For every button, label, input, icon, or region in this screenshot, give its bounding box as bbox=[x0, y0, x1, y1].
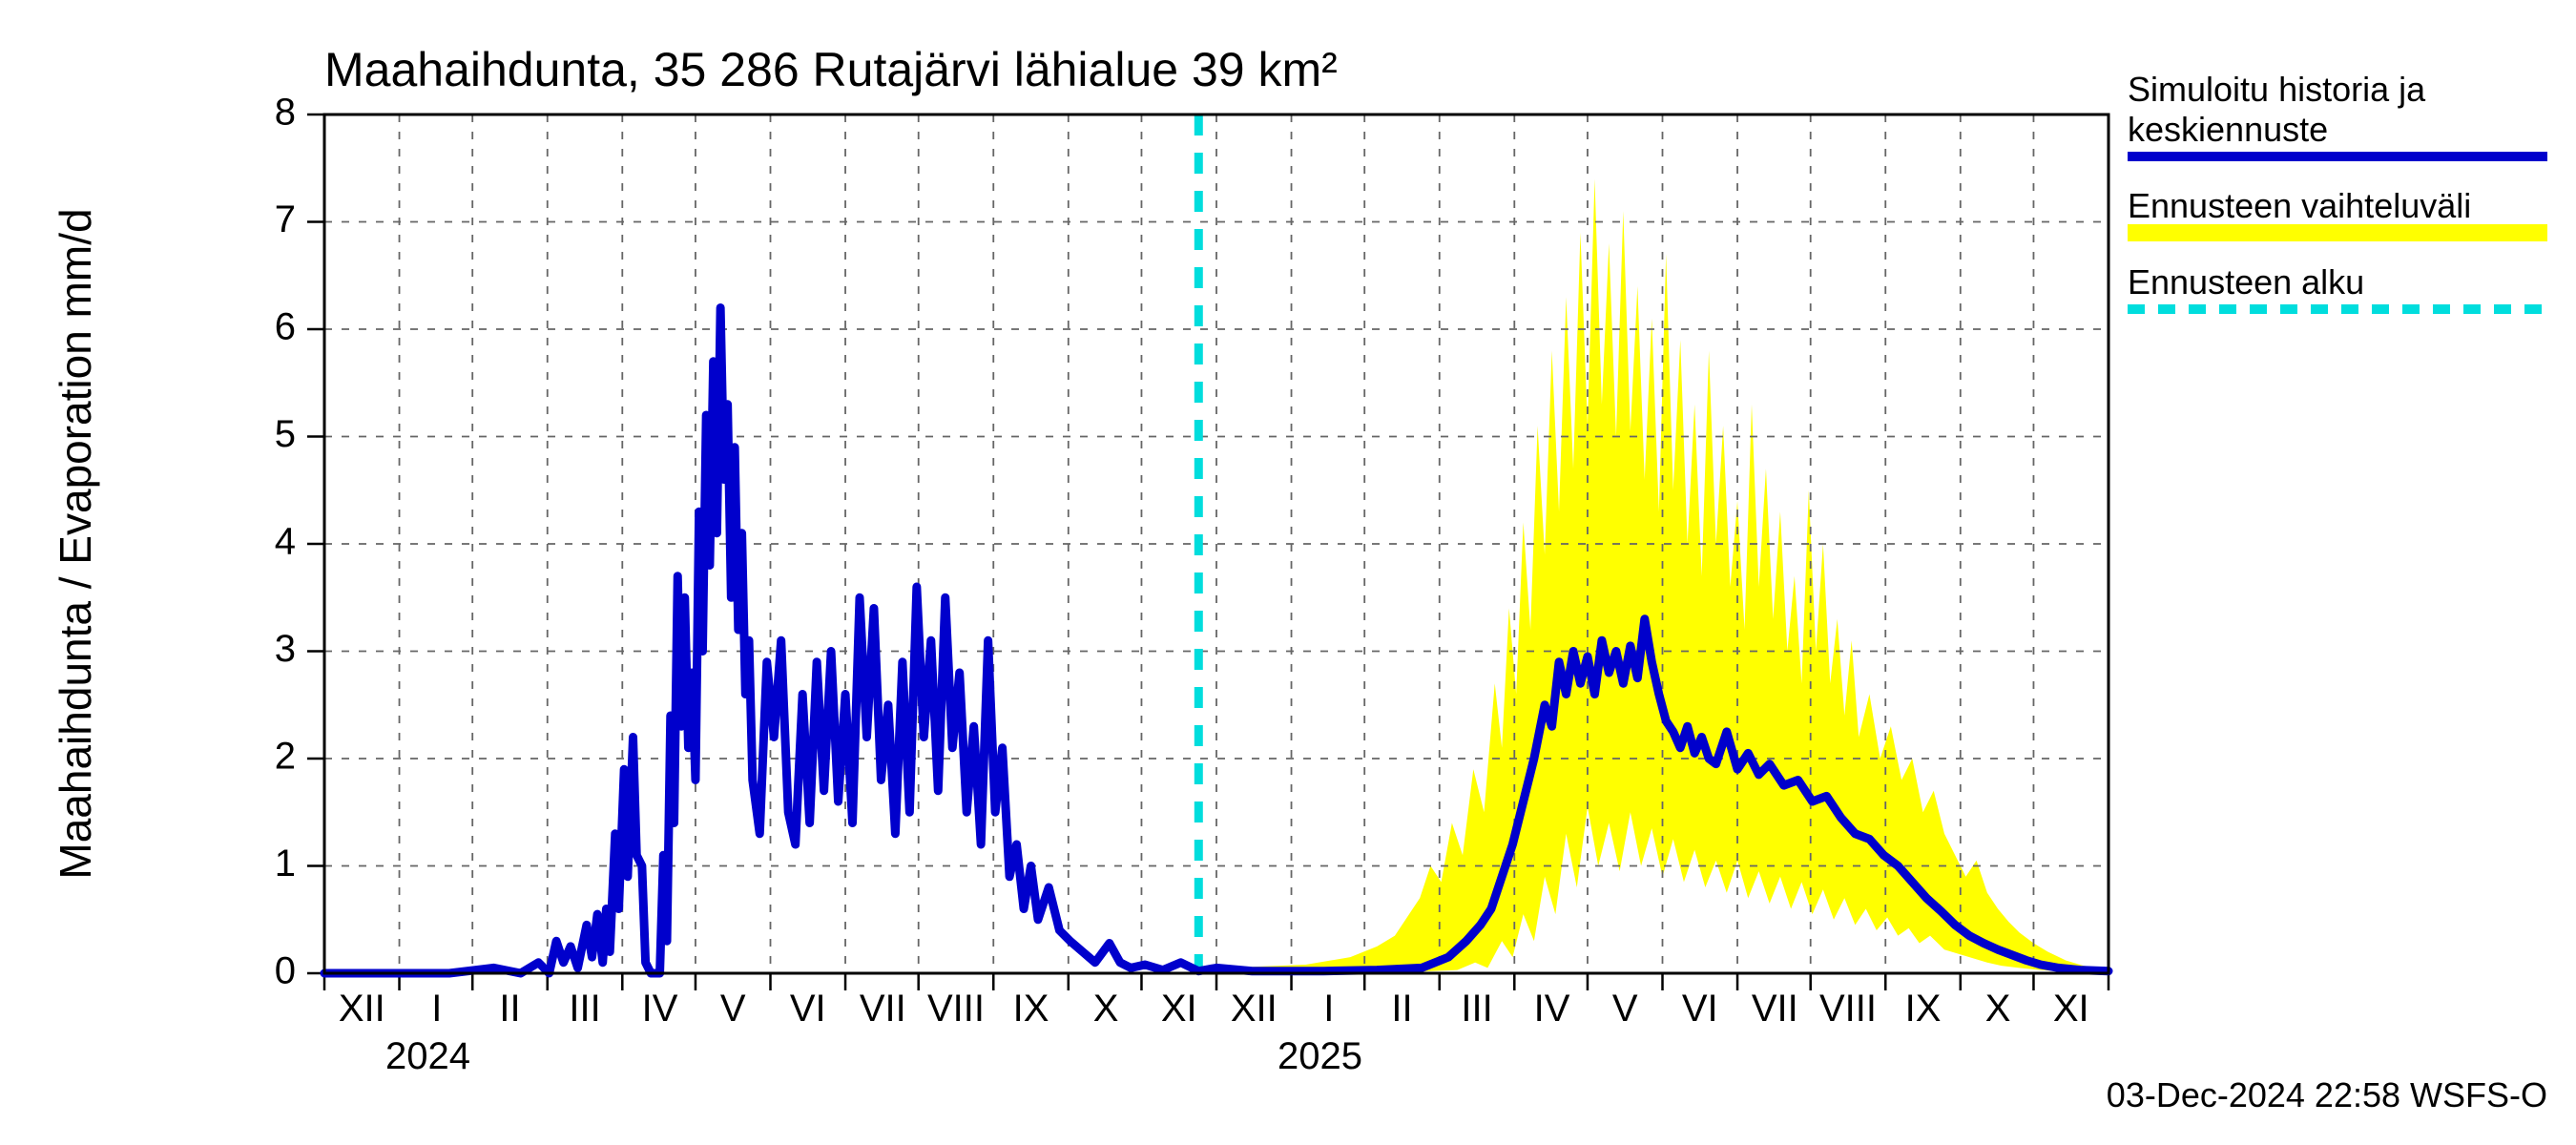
month-label: V bbox=[1612, 988, 1638, 1030]
month-label: I bbox=[1323, 988, 1334, 1030]
month-label: VI bbox=[1682, 988, 1718, 1030]
month-label: VIII bbox=[927, 988, 985, 1030]
legend-label: keskiennuste bbox=[2128, 110, 2328, 149]
legend-label: Ennusteen alku bbox=[2128, 262, 2364, 302]
month-label: II bbox=[1391, 988, 1412, 1030]
y-axis-label: Maahaihdunta / Evaporation mm/d bbox=[51, 208, 100, 879]
month-label: IX bbox=[1013, 988, 1049, 1030]
month-label: III bbox=[569, 988, 600, 1030]
footer-text: 03-Dec-2024 22:58 WSFS-O bbox=[2107, 1075, 2547, 1114]
y-tick-label: 0 bbox=[275, 950, 296, 992]
month-label: VII bbox=[860, 988, 906, 1030]
month-label: X bbox=[1985, 988, 2011, 1030]
month-label: IV bbox=[1534, 988, 1570, 1030]
month-label: XI bbox=[2053, 988, 2089, 1030]
month-label: VIII bbox=[1819, 988, 1877, 1030]
legend-label: Ennusteen vaihteluväli bbox=[2128, 186, 2471, 225]
y-tick-label: 1 bbox=[275, 843, 296, 885]
month-label: X bbox=[1093, 988, 1119, 1030]
month-label: V bbox=[720, 988, 746, 1030]
month-label: XII bbox=[339, 988, 385, 1030]
y-tick-label: 5 bbox=[275, 413, 296, 455]
month-label: XII bbox=[1231, 988, 1278, 1030]
y-tick-label: 8 bbox=[275, 92, 296, 134]
chart-title: Maahaihdunta, 35 286 Rutajärvi lähialue … bbox=[324, 43, 1338, 96]
year-label: 2025 bbox=[1278, 1035, 1362, 1077]
month-label: III bbox=[1461, 988, 1492, 1030]
evaporation-chart: 012345678XIIIIIIIIIVVVIVIIVIIIIXXXIXIIII… bbox=[0, 0, 2576, 1145]
legend-swatch bbox=[2128, 224, 2547, 241]
y-tick-label: 2 bbox=[275, 736, 296, 778]
month-label: I bbox=[431, 988, 442, 1030]
y-tick-label: 3 bbox=[275, 628, 296, 670]
month-label: II bbox=[499, 988, 520, 1030]
year-label: 2024 bbox=[385, 1035, 470, 1077]
y-tick-label: 7 bbox=[275, 198, 296, 240]
y-tick-label: 4 bbox=[275, 521, 296, 563]
y-tick-label: 6 bbox=[275, 306, 296, 348]
month-label: VII bbox=[1752, 988, 1798, 1030]
month-label: XI bbox=[1161, 988, 1197, 1030]
month-label: IX bbox=[1905, 988, 1942, 1030]
legend-label: Simuloitu historia ja bbox=[2128, 70, 2426, 109]
month-label: VI bbox=[790, 988, 826, 1030]
month-label: IV bbox=[642, 988, 678, 1030]
